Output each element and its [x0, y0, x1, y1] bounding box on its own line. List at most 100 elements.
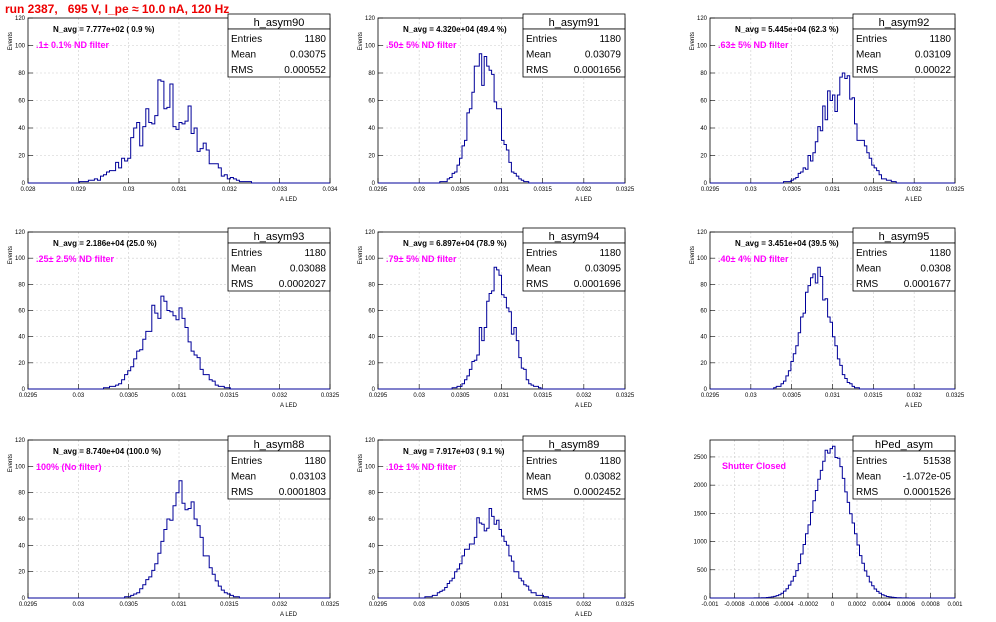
y-axis-title: Events [358, 246, 364, 264]
stats-value: 0.03109 [915, 50, 952, 61]
stats-value: 0.03095 [585, 264, 622, 275]
x-tick-label: 0.032 [222, 187, 238, 193]
histogram-line [710, 266, 955, 390]
x-axis-title: A LED [575, 612, 593, 618]
y-axis-title: Events [8, 32, 14, 50]
y-tick-label: 60 [368, 517, 375, 523]
x-axis-title: A LED [905, 197, 923, 203]
stats-box [522, 242, 626, 292]
stats-value: 0.0001677 [904, 279, 952, 290]
x-tick-label: 0.032 [272, 602, 288, 608]
n-avg-label: N_avg = 4.320e+04 (49.4 %) [403, 25, 507, 34]
stats-label: Mean [856, 50, 881, 61]
y-tick-label: 20 [700, 154, 707, 160]
stats-label: Entries [856, 456, 887, 467]
x-tick-label: 0.0325 [946, 393, 965, 399]
stats-box [852, 28, 956, 78]
y-tick-label: 40 [368, 126, 375, 132]
x-tick-label: 0.0305 [119, 393, 138, 399]
plot-frame [377, 439, 626, 599]
y-axis-title: Events [8, 454, 14, 472]
plot-frame [709, 439, 956, 599]
n-avg-label: N_avg = 6.897e+04 (78.9 %) [403, 239, 507, 248]
x-tick-label: 0.0295 [701, 393, 720, 399]
stats-value: 1180 [304, 248, 326, 259]
stats-label: Entries [526, 248, 557, 259]
x-tick-label: 0.0006 [897, 602, 916, 608]
x-tick-label: 0.031 [494, 393, 510, 399]
stats-box [227, 242, 331, 292]
n-avg-label: N_avg = 5.445e+04 (62.3 %) [735, 25, 839, 34]
x-tick-label: 0.0004 [872, 602, 891, 608]
histogram-panel-h_asym94: 0.0295 0.03 0.0305 0.031 0.0315 0.032 0.0325 0 2… [358, 227, 635, 409]
x-tick-label: 0.0325 [616, 602, 635, 608]
x-tick-label: 0.0315 [533, 187, 552, 193]
stats-label: Mean [526, 264, 551, 275]
y-tick-label: 60 [700, 309, 707, 315]
stats-label: Mean [231, 472, 256, 483]
x-tick-label: 0 [831, 602, 835, 608]
plot-frame [709, 231, 956, 390]
stats-label: Entries [231, 34, 262, 45]
y-tick-label: 0 [704, 387, 708, 393]
y-tick-label: 0 [22, 596, 26, 602]
stats-value: 0.0001803 [279, 487, 327, 498]
stats-value: 1180 [929, 248, 951, 259]
stats-value: 1180 [929, 34, 951, 45]
x-tick-label: 0.0315 [533, 393, 552, 399]
x-tick-label: 0.031 [825, 187, 841, 193]
x-tick-label: 0.032 [576, 393, 592, 399]
filter-annotation: .40± 4% ND filter [718, 254, 789, 264]
x-tick-label: 0.031 [171, 187, 187, 193]
x-axis-title: A LED [280, 197, 298, 203]
stats-label: Mean [526, 50, 551, 61]
stats-label: Entries [856, 248, 887, 259]
stats-label: Entries [231, 456, 262, 467]
y-tick-label: 120 [697, 230, 708, 236]
y-tick-label: 80 [700, 71, 707, 77]
filter-annotation: .25± 2.5% ND filter [36, 254, 114, 264]
x-tick-label: 0.032 [272, 393, 288, 399]
x-tick-label: 0.0295 [19, 602, 38, 608]
x-tick-label: 0.0315 [864, 393, 883, 399]
stats-value: 0.0001526 [904, 487, 952, 498]
stats-label: RMS [856, 487, 879, 498]
y-tick-label: 1500 [694, 511, 708, 517]
filter-annotation: .63± 5% ND filter [718, 40, 789, 50]
y-tick-label: 40 [18, 335, 25, 341]
filter-annotation: 100% (No filter) [36, 462, 102, 472]
stats-value: -1.072e-05 [903, 472, 952, 483]
y-tick-label: 120 [697, 16, 708, 22]
x-tick-label: 0.031 [171, 393, 187, 399]
stats-box [227, 450, 331, 500]
x-tick-label: 0.0305 [119, 602, 138, 608]
x-tick-label: 0.0295 [369, 187, 388, 193]
x-tick-label: 0.0295 [369, 602, 388, 608]
stats-label: RMS [231, 279, 254, 290]
x-tick-label: 0.0295 [701, 187, 720, 193]
y-tick-label: 100 [15, 44, 26, 50]
y-tick-label: 40 [368, 543, 375, 549]
y-tick-label: 20 [368, 570, 375, 576]
stats-box [522, 450, 626, 500]
histogram-panel-h_asym91: 0.0295 0.03 0.0305 0.031 0.0315 0.032 0.0325 0 2… [358, 13, 635, 203]
stats-title: h_asym88 [254, 439, 305, 451]
plot-frame [27, 17, 331, 184]
y-tick-label: 60 [368, 99, 375, 105]
x-tick-label: 0.031 [494, 187, 510, 193]
y-tick-label: 100 [15, 256, 26, 262]
y-tick-label: 120 [365, 16, 376, 22]
x-tick-label: 0.0305 [782, 393, 801, 399]
stats-label: RMS [231, 65, 254, 76]
stats-value: 0.0308 [920, 264, 951, 275]
y-tick-label: 80 [368, 491, 375, 497]
y-tick-label: 20 [18, 154, 25, 160]
y-tick-label: 100 [697, 44, 708, 50]
histogram-panel-h_asym89: 0.0295 0.03 0.0305 0.031 0.0315 0.032 0.0325 0 2… [358, 435, 635, 618]
stats-value: 1180 [599, 34, 621, 45]
x-axis-title: A LED [905, 403, 923, 409]
run-title: run 2387, 695 V, I_pe ≈ 10.0 nA, 120 Hz [5, 2, 230, 16]
histogram-panel-h_asym92: 0.0295 0.03 0.0305 0.031 0.0315 0.032 0.0325 0 2… [690, 13, 965, 203]
x-tick-label: 0.0305 [451, 602, 470, 608]
x-tick-label: 0.0295 [19, 393, 38, 399]
